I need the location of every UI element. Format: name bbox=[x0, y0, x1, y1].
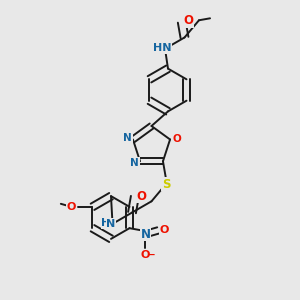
Text: O: O bbox=[67, 202, 76, 212]
Text: O: O bbox=[172, 134, 181, 144]
Text: O: O bbox=[136, 190, 146, 202]
Text: O: O bbox=[160, 224, 169, 235]
Text: N: N bbox=[106, 219, 116, 229]
Text: N: N bbox=[130, 158, 139, 168]
Text: N: N bbox=[140, 227, 151, 241]
Text: O: O bbox=[141, 250, 150, 260]
Text: N: N bbox=[123, 133, 132, 143]
Text: S: S bbox=[162, 178, 170, 190]
Text: HN: HN bbox=[153, 43, 171, 53]
Text: −: − bbox=[146, 250, 155, 260]
Text: O: O bbox=[183, 14, 194, 27]
Text: H: H bbox=[101, 218, 111, 228]
